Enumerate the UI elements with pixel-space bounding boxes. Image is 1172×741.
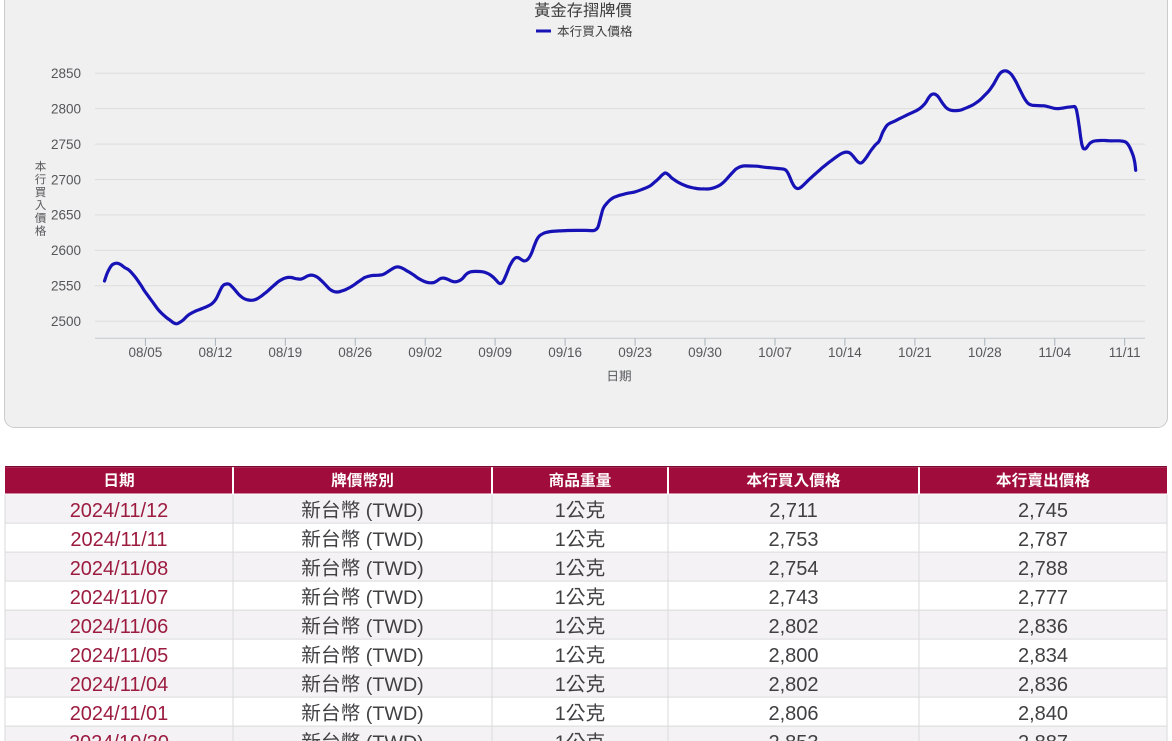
svg-text:2,834: 2,834 <box>1018 645 1068 667</box>
svg-text:2850: 2850 <box>51 66 81 81</box>
svg-text:(TWD): (TWD) <box>366 645 424 667</box>
svg-text:1: 1 <box>555 616 566 638</box>
svg-text:1: 1 <box>555 529 566 551</box>
svg-text:2550: 2550 <box>51 279 81 294</box>
svg-text:(TWD): (TWD) <box>366 732 424 741</box>
svg-text:2,777: 2,777 <box>1018 587 1068 609</box>
svg-text:10/21: 10/21 <box>898 345 932 360</box>
svg-text:10/28: 10/28 <box>968 345 1002 360</box>
svg-text:2024/10/30: 2024/10/30 <box>69 732 169 741</box>
svg-text:2,745: 2,745 <box>1018 500 1068 522</box>
svg-text:(TWD): (TWD) <box>366 529 424 551</box>
svg-text:2,802: 2,802 <box>768 674 818 696</box>
svg-text:(TWD): (TWD) <box>366 587 424 609</box>
svg-text:10/14: 10/14 <box>828 345 862 360</box>
svg-text:2650: 2650 <box>51 208 81 223</box>
svg-text:2,840: 2,840 <box>1018 703 1068 725</box>
svg-text:2024/11/01: 2024/11/01 <box>70 703 169 725</box>
svg-text:09/30: 09/30 <box>688 345 722 360</box>
svg-text:11/04: 11/04 <box>1038 345 1071 360</box>
svg-text:09/09: 09/09 <box>478 345 512 360</box>
svg-text:2600: 2600 <box>51 243 81 258</box>
svg-text:2700: 2700 <box>51 172 81 187</box>
svg-text:(TWD): (TWD) <box>366 616 424 638</box>
svg-text:2,887: 2,887 <box>1018 732 1068 741</box>
svg-text:2,753: 2,753 <box>768 529 818 551</box>
svg-text:09/02: 09/02 <box>408 345 442 360</box>
svg-text:2,836: 2,836 <box>1018 616 1068 638</box>
svg-text:08/12: 08/12 <box>199 345 233 360</box>
svg-text:2,806: 2,806 <box>768 703 818 725</box>
svg-text:11/11: 11/11 <box>1109 345 1141 360</box>
svg-text:2024/11/04: 2024/11/04 <box>70 674 169 696</box>
svg-text:09/16: 09/16 <box>548 345 582 360</box>
svg-text:2,836: 2,836 <box>1018 674 1068 696</box>
svg-text:1: 1 <box>555 500 566 522</box>
svg-text:2,787: 2,787 <box>1018 529 1068 551</box>
svg-text:10/07: 10/07 <box>758 345 792 360</box>
svg-text:08/05: 08/05 <box>129 345 163 360</box>
svg-text:1: 1 <box>555 558 566 580</box>
svg-text:2500: 2500 <box>51 314 81 329</box>
svg-text:(TWD): (TWD) <box>366 674 424 696</box>
svg-text:1: 1 <box>555 732 566 741</box>
svg-text:1: 1 <box>555 645 566 667</box>
svg-text:(TWD): (TWD) <box>366 500 424 522</box>
svg-text:08/19: 08/19 <box>268 345 302 360</box>
svg-text:2,802: 2,802 <box>768 616 818 638</box>
svg-text:2,800: 2,800 <box>768 645 818 667</box>
svg-text:2750: 2750 <box>51 137 81 152</box>
svg-text:09/23: 09/23 <box>618 345 652 360</box>
svg-text:2024/11/11: 2024/11/11 <box>70 529 167 551</box>
svg-text:2024/11/07: 2024/11/07 <box>70 587 169 609</box>
svg-text:2800: 2800 <box>51 101 81 116</box>
svg-text:2,853: 2,853 <box>768 732 818 741</box>
svg-text:1: 1 <box>555 587 566 609</box>
svg-text:2024/11/06: 2024/11/06 <box>70 616 169 638</box>
svg-text:2024/11/05: 2024/11/05 <box>70 645 169 667</box>
svg-text:2,743: 2,743 <box>768 587 818 609</box>
svg-text:2024/11/12: 2024/11/12 <box>70 500 169 522</box>
svg-text:2,711: 2,711 <box>769 500 818 522</box>
svg-text:08/26: 08/26 <box>338 345 372 360</box>
svg-text:(TWD): (TWD) <box>366 703 424 725</box>
svg-text:(TWD): (TWD) <box>366 558 424 580</box>
svg-text:1: 1 <box>555 674 566 696</box>
svg-text:1: 1 <box>555 703 566 725</box>
svg-text:2024/11/08: 2024/11/08 <box>70 558 169 580</box>
svg-text:2,754: 2,754 <box>768 558 818 580</box>
svg-text:2,788: 2,788 <box>1018 558 1068 580</box>
